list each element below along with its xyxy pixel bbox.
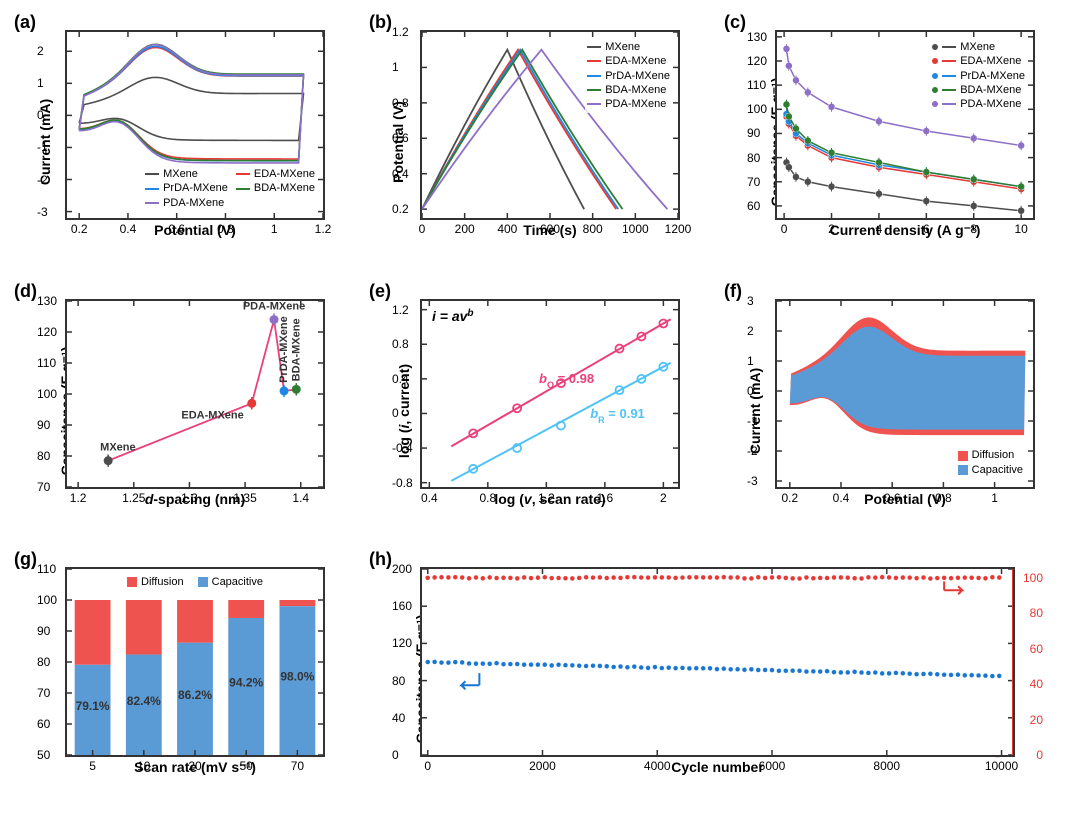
svg-text:79.1%: 79.1% bbox=[76, 699, 110, 713]
chart-b: 0200400600800100012000.20.40.60.811.2MXe… bbox=[420, 30, 680, 220]
panel-c: (c) Capacitance (F g⁻¹) 0246810607080901… bbox=[720, 10, 1070, 274]
svg-text:98.0%: 98.0% bbox=[280, 670, 314, 684]
chart-g: 79.1%82.4%86.2%94.2%98.0%506070809010011… bbox=[65, 567, 325, 757]
panel-label-h: (h) bbox=[369, 549, 392, 570]
chart-h: 0200040006000800010000040801201602000204… bbox=[420, 567, 1015, 757]
svg-text:MXene: MXene bbox=[100, 442, 135, 454]
panel-label-g: (g) bbox=[14, 549, 37, 570]
ylabel-f: Current (mA) bbox=[747, 367, 763, 453]
panel-f: (f) Current (mA) 0.20.40.60.81-3-2-10123… bbox=[720, 279, 1070, 542]
chart-c: 024681060708090100110120130MXeneEDA-MXen… bbox=[775, 30, 1035, 220]
panel-b: (b) Potential (V) 0200400600800100012000… bbox=[365, 10, 715, 274]
svg-text:BDA-MXene: BDA-MXene bbox=[290, 318, 302, 381]
svg-text:94.2%: 94.2% bbox=[229, 675, 263, 689]
panel-label-f: (f) bbox=[724, 281, 742, 302]
svg-text:86.2%: 86.2% bbox=[178, 688, 212, 702]
panel-label-a: (a) bbox=[14, 12, 36, 33]
svg-text:i = avb: i = avb bbox=[432, 308, 474, 325]
svg-text:PrDA-MXene: PrDA-MXene bbox=[278, 316, 290, 383]
panel-label-d: (d) bbox=[14, 281, 37, 302]
panel-h: (h) Capacitance (F g⁻¹) Columbic efficie… bbox=[365, 547, 1070, 811]
panel-label-b: (b) bbox=[369, 12, 392, 33]
xlabel-h: Cycle number bbox=[420, 759, 1015, 775]
panel-g: (g) Contribution ratio (%) 79.1%82.4%86.… bbox=[10, 547, 360, 811]
chart-a: 0.20.40.60.811.2-3-2-1012MXeneEDA-MXeneP… bbox=[65, 30, 325, 220]
svg-text:EDA-MXene: EDA-MXene bbox=[181, 409, 243, 421]
panel-a: (a) Current (mA) 0.20.40.60.811.2-3-2-10… bbox=[10, 10, 360, 274]
chart-e: i = avbbO = 0.98bR = 0.910.40.81.21.62-0… bbox=[420, 299, 680, 489]
svg-text:82.4%: 82.4% bbox=[127, 694, 161, 708]
panel-label-c: (c) bbox=[724, 12, 746, 33]
panel-d: (d) Capacitance (F g⁻¹) MXeneEDA-MXenePr… bbox=[10, 279, 360, 542]
panel-label-e: (e) bbox=[369, 281, 391, 302]
figure-grid: (a) Current (mA) 0.20.40.60.811.2-3-2-10… bbox=[10, 10, 1070, 811]
svg-text:PDA-MXene: PDA-MXene bbox=[243, 301, 305, 313]
xlabel-a: Potential (V) bbox=[65, 222, 325, 238]
svg-text:bR = 0.91: bR = 0.91 bbox=[590, 406, 645, 425]
svg-text:bO = 0.98: bO = 0.98 bbox=[539, 371, 594, 390]
xlabel-c: Current density (A g⁻¹) bbox=[775, 222, 1035, 239]
chart-d: MXene EDA-MXene PrDA-MXeneBDA-MXene PDA-MXe… bbox=[65, 299, 325, 489]
chart-f: 0.20.40.60.81-3-2-10123DiffusionCapaciti… bbox=[775, 299, 1035, 489]
panel-e: (e) log (i, current) i = avbbO = 0.98bR … bbox=[365, 279, 715, 542]
